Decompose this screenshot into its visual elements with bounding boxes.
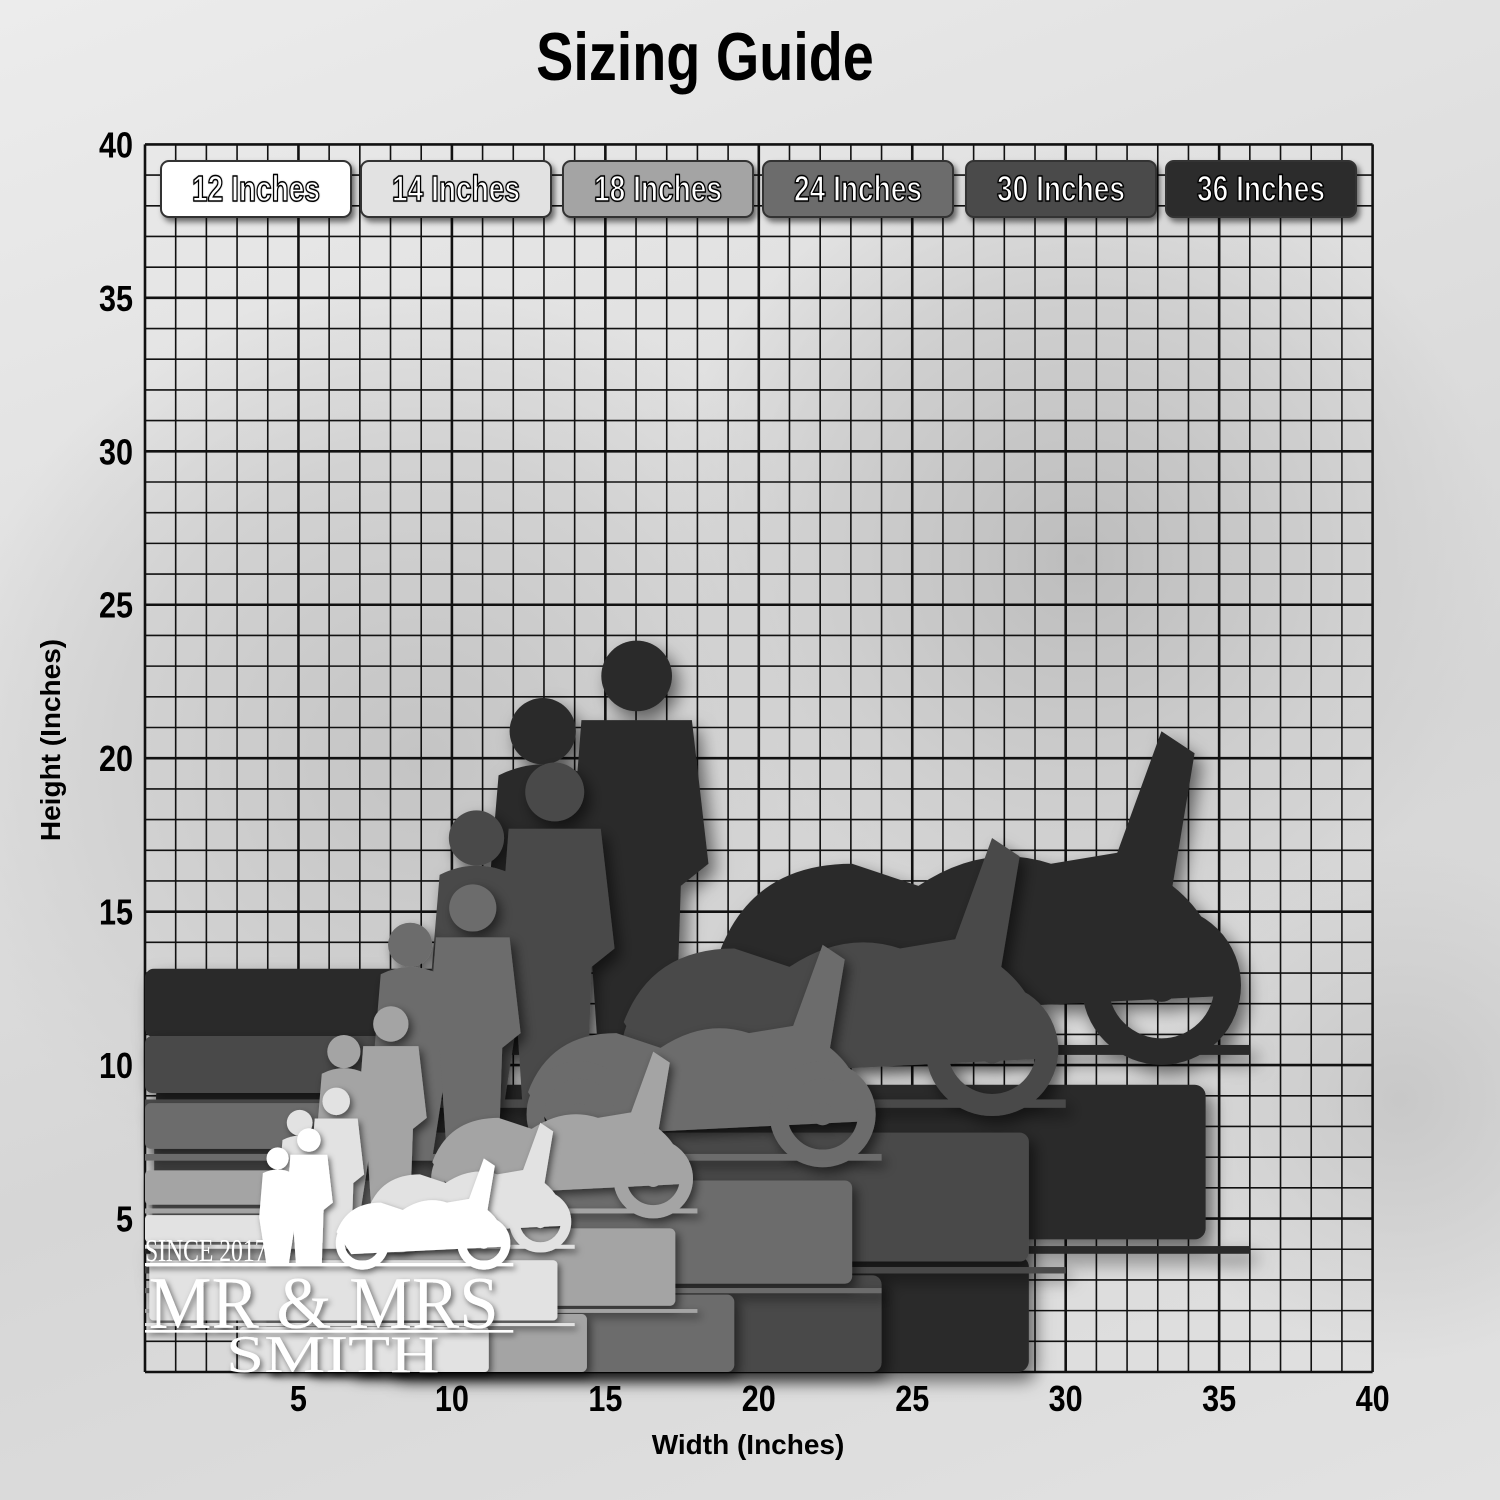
legend-size-12: 12 Inches — [160, 160, 352, 218]
sign-bar — [145, 1330, 514, 1333]
x-tick-label: 40 — [1356, 1380, 1390, 1420]
y-tick-label: 20 — [99, 740, 133, 780]
x-tick-label: 30 — [1049, 1380, 1083, 1420]
y-tick-label: 25 — [99, 587, 133, 627]
x-tick-label: 35 — [1202, 1380, 1236, 1420]
x-tick-label: 20 — [742, 1380, 776, 1420]
x-axis-label: Width (Inches) — [652, 1429, 845, 1460]
y-tick-label: 30 — [99, 433, 133, 473]
x-tick-label: 5 — [290, 1380, 307, 1420]
legend-label: 30 Inches — [996, 167, 1125, 210]
x-tick-label: 25 — [895, 1380, 929, 1420]
page-title: Sizing Guide — [536, 19, 874, 95]
x-tick-label: 10 — [435, 1380, 469, 1420]
legend-label: 24 Inches — [793, 167, 922, 210]
y-axis-label: Height (Inches) — [35, 639, 66, 841]
y-tick-label: 10 — [99, 1047, 133, 1087]
legend-size-14: 14 Inches — [360, 160, 552, 218]
legend-label: 18 Inches — [593, 167, 722, 210]
legend-size-18: 18 Inches — [562, 160, 754, 218]
x-tick-label: 15 — [588, 1380, 622, 1420]
couple-silhouette-icon — [259, 1128, 333, 1266]
legend-label: 12 Inches — [191, 167, 320, 210]
sign-lettering-shape — [145, 1215, 558, 1372]
surname-text: SMITH — [226, 1324, 440, 1384]
axis-ticks: 5 10 15 20 25 30 35 40 5 10 15 20 25 30 35 40 — [99, 126, 1390, 1419]
y-tick-label: 15 — [99, 893, 133, 933]
sign-bar — [145, 1262, 514, 1267]
legend-size-30: 30 Inches — [965, 160, 1157, 218]
legend-label: 14 Inches — [391, 167, 520, 210]
legend-size-24: 24 Inches — [762, 160, 954, 218]
sign-bar — [145, 1323, 575, 1327]
mr-mrs-text: MR & MRS — [149, 1262, 499, 1344]
legend-size-36: 36 Inches — [1165, 160, 1357, 218]
since-text: SINCE 2017 — [145, 1233, 267, 1268]
y-tick-label: 35 — [99, 280, 133, 320]
y-tick-label: 40 — [99, 126, 133, 166]
y-tick-label: 5 — [116, 1200, 133, 1240]
legend-label: 36 Inches — [1196, 167, 1325, 210]
